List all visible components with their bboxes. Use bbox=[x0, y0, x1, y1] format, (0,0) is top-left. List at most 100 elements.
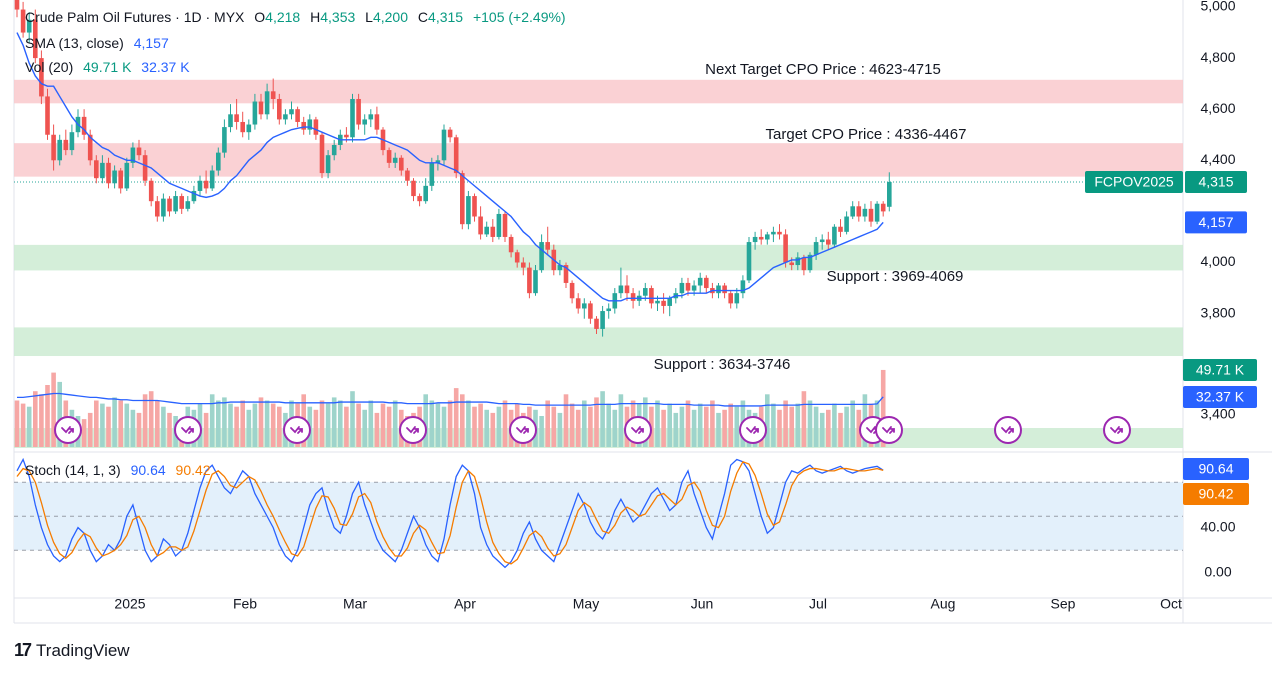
volume-bar bbox=[331, 397, 337, 447]
close-value: 4,315 bbox=[428, 9, 464, 25]
candle-body bbox=[39, 58, 44, 97]
event-marker-icon bbox=[509, 416, 537, 444]
open-label: O bbox=[254, 9, 266, 25]
candle-body bbox=[643, 288, 648, 296]
volume-label: Vol (20) bbox=[25, 59, 74, 75]
candle-body bbox=[392, 157, 398, 163]
volume-bar bbox=[81, 419, 87, 447]
volume-bar bbox=[569, 403, 575, 447]
volume-bar bbox=[136, 412, 142, 447]
candle-body bbox=[789, 262, 794, 266]
candle-body bbox=[51, 134, 56, 161]
event-marker-icon bbox=[399, 416, 427, 444]
volume-bar bbox=[850, 400, 855, 447]
volume-bar bbox=[203, 412, 209, 447]
candle-body bbox=[795, 257, 801, 266]
volume-bar bbox=[344, 406, 349, 447]
volume-bar bbox=[264, 400, 270, 447]
time-axis-label: Apr bbox=[454, 596, 476, 612]
volume-bar bbox=[258, 397, 264, 447]
candle-body bbox=[630, 293, 636, 301]
candle-body bbox=[594, 318, 599, 329]
candle-body bbox=[374, 114, 380, 130]
tradingview-brand[interactable]: 17 TradingView bbox=[14, 640, 130, 661]
sma-line bbox=[16, 32, 884, 302]
volume-bar bbox=[716, 412, 721, 447]
candle-body bbox=[350, 98, 355, 138]
volume-bar bbox=[94, 400, 99, 447]
candle-body bbox=[624, 285, 630, 294]
candle-body bbox=[142, 155, 148, 181]
candle-body bbox=[356, 98, 361, 125]
volume-bar bbox=[246, 409, 252, 447]
candle-body bbox=[801, 257, 807, 271]
price-tick-label: 3,400 bbox=[1200, 406, 1235, 422]
candle-body bbox=[496, 213, 502, 237]
volume-bar bbox=[368, 400, 374, 447]
volume-bar bbox=[45, 385, 50, 447]
candle-body bbox=[600, 311, 605, 329]
candle-body bbox=[197, 180, 203, 191]
volume-bar bbox=[484, 409, 489, 447]
volume-bar bbox=[148, 391, 154, 447]
candle-body bbox=[246, 124, 252, 133]
volume-bar bbox=[350, 391, 355, 447]
candle-body bbox=[33, 19, 38, 59]
volume-bar bbox=[26, 406, 32, 447]
candle-body bbox=[453, 137, 459, 174]
candle-body bbox=[722, 285, 727, 294]
candle-body bbox=[533, 270, 538, 294]
candle-body bbox=[252, 101, 258, 125]
candle-body bbox=[441, 129, 447, 161]
price-zone-4 bbox=[14, 327, 1183, 357]
volume-bar bbox=[539, 416, 544, 447]
volume-bar bbox=[380, 403, 386, 447]
legend-stoch-row: Stoch (14, 1, 3) 90.64 90.42 bbox=[25, 462, 211, 478]
candle-body bbox=[94, 160, 99, 179]
candle-body bbox=[191, 190, 197, 202]
volume-ma-badge: 32.37 K bbox=[1196, 389, 1245, 405]
price-tick-label: 4,800 bbox=[1200, 49, 1235, 65]
candle-body bbox=[173, 196, 178, 212]
price-tick-label: 5,000 bbox=[1200, 0, 1235, 14]
candle-body bbox=[240, 121, 245, 133]
volume-bar bbox=[57, 381, 62, 447]
candle-body bbox=[417, 196, 422, 202]
time-axis-label: Aug bbox=[931, 596, 956, 612]
candle-body bbox=[331, 144, 337, 156]
legend-volume-row: Vol (20) 49.71 K 32.37 K bbox=[25, 59, 190, 75]
volume-bar bbox=[551, 406, 557, 447]
volume-bar bbox=[472, 406, 477, 447]
volume-bar bbox=[728, 403, 733, 447]
open-value: 4,218 bbox=[265, 9, 301, 25]
price-tick-label: 3,800 bbox=[1200, 304, 1235, 320]
candle-body bbox=[582, 303, 587, 309]
stoch-k-badge-bg bbox=[1183, 458, 1249, 480]
candle-body bbox=[655, 300, 660, 304]
volume-bar bbox=[673, 412, 679, 447]
zone-label-4: Support : 3634-3746 bbox=[654, 356, 791, 373]
zone-label-2: Target CPO Price : 4336-4467 bbox=[766, 126, 967, 143]
volume-bar bbox=[216, 400, 221, 447]
event-marker-glyph bbox=[1110, 426, 1123, 434]
candle-body bbox=[216, 152, 221, 171]
volume-bar bbox=[161, 406, 166, 447]
volume-bar bbox=[618, 394, 624, 447]
volume-bar bbox=[87, 412, 93, 447]
volume-bar bbox=[124, 403, 130, 447]
volume-bar bbox=[39, 394, 44, 447]
volume-bar bbox=[453, 388, 459, 447]
candle-body bbox=[20, 9, 26, 33]
stoch-d-badge-bg bbox=[1183, 483, 1249, 505]
stoch-k-badge: 90.64 bbox=[1198, 461, 1233, 477]
candle-body bbox=[514, 252, 520, 263]
candle-body bbox=[301, 121, 306, 130]
event-marker-icon bbox=[624, 416, 652, 444]
candle-body bbox=[691, 285, 697, 291]
candle-body bbox=[862, 208, 868, 217]
candle-body bbox=[277, 98, 282, 120]
volume-bar bbox=[447, 400, 453, 447]
volume-bar bbox=[789, 406, 794, 447]
volume-bar bbox=[222, 397, 227, 447]
